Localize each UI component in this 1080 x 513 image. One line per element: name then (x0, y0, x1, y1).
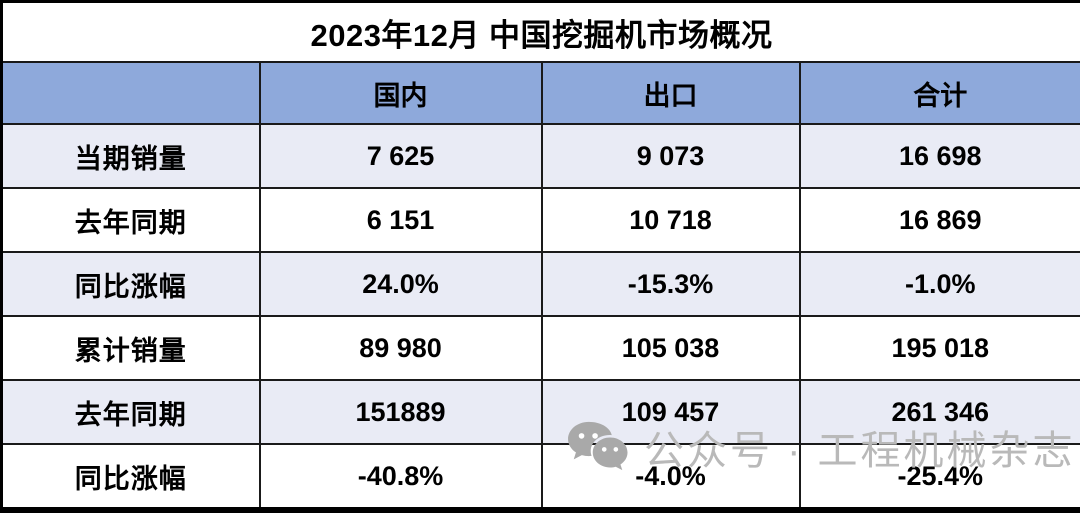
row-label: 当期销量 (0, 123, 261, 189)
table-row-last-year-period: 去年同期 6 151 10 718 16 869 (0, 187, 1080, 253)
row-label: 去年同期 (0, 187, 261, 253)
cell-export: 9 073 (540, 123, 801, 189)
col-header-domestic: 国内 (258, 61, 543, 125)
cell-total: 261 346 (798, 379, 1080, 445)
header-row: 国内 出口 合计 (0, 61, 1080, 125)
title-row: 2023年12月 中国挖掘机市场概况 (0, 0, 1080, 63)
cell-total: 195 018 (798, 315, 1080, 381)
cell-domestic: 6 151 (258, 187, 543, 253)
cell-domestic: -40.8% (258, 443, 543, 512)
cell-domestic: 7 625 (258, 123, 543, 189)
table-row-cumulative-sales: 累计销量 89 980 105 038 195 018 (0, 315, 1080, 381)
col-header-total: 合计 (798, 61, 1080, 125)
cell-export: -15.3% (540, 251, 801, 317)
table-row-cumulative-yoy-change: 同比涨幅 -40.8% -4.0% -25.4% (0, 443, 1080, 512)
table-row-cumulative-last-year: 去年同期 151889 109 457 261 346 (0, 379, 1080, 445)
table-row-yoy-change: 同比涨幅 24.0% -15.3% -1.0% (0, 251, 1080, 317)
cell-export: 109 457 (540, 379, 801, 445)
row-label: 累计销量 (0, 315, 261, 381)
col-header-export: 出口 (540, 61, 801, 125)
table-row-current-sales: 当期销量 7 625 9 073 16 698 (0, 123, 1080, 189)
cell-total: 16 698 (798, 123, 1080, 189)
cell-total: -25.4% (798, 443, 1080, 512)
col-header-empty (0, 61, 261, 125)
cell-domestic: 24.0% (258, 251, 543, 317)
cell-export: 10 718 (540, 187, 801, 253)
row-label: 同比涨幅 (0, 443, 261, 512)
row-label: 同比涨幅 (0, 251, 261, 317)
cell-total: -1.0% (798, 251, 1080, 317)
cell-export: 105 038 (540, 315, 801, 381)
cell-domestic: 89 980 (258, 315, 543, 381)
cell-export: -4.0% (540, 443, 801, 512)
cell-total: 16 869 (798, 187, 1080, 253)
cell-domestic: 151889 (258, 379, 543, 445)
table-title: 2023年12月 中国挖掘机市场概况 (0, 0, 1080, 63)
row-label: 去年同期 (0, 379, 261, 445)
